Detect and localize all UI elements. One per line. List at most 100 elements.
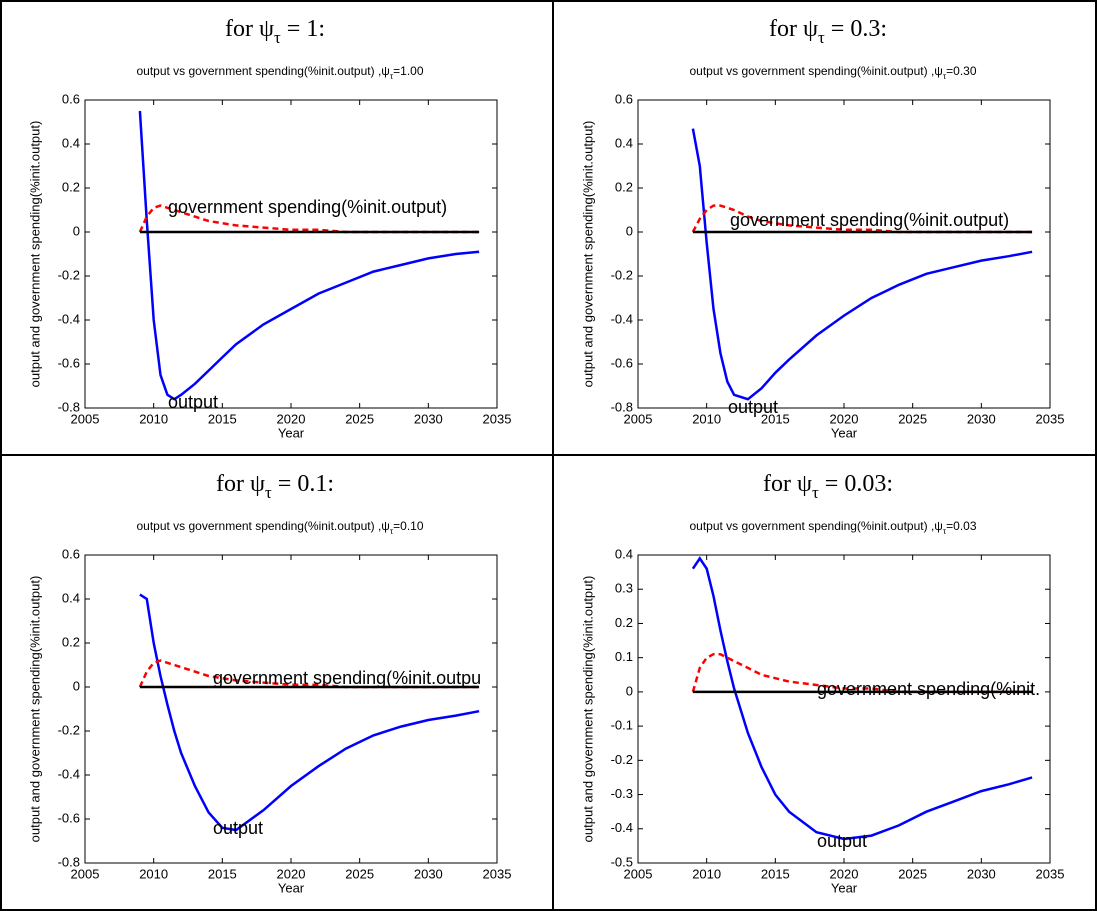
chart-title-part: =0.03 bbox=[946, 519, 977, 533]
y-tick-label: -0.2 bbox=[611, 267, 633, 282]
x-tick-label: 2030 bbox=[967, 866, 996, 881]
y-tick-label: 0.3 bbox=[615, 581, 633, 596]
chart-title: output vs government spending(%init.outp… bbox=[689, 519, 976, 536]
x-tick-label: 2025 bbox=[345, 411, 374, 426]
y-tick-label: -0.4 bbox=[58, 766, 80, 781]
y-tick-label: -0.4 bbox=[611, 311, 633, 326]
y-tick-label: 0.1 bbox=[615, 649, 633, 664]
annotation: government spending(%init.outpu bbox=[213, 668, 481, 688]
panel: for ψτ = 0.3:output vs government spendi… bbox=[580, 16, 1064, 441]
y-axis-label: output and government spending(%init.out… bbox=[27, 576, 42, 843]
annotation: government spending(%init.output) bbox=[730, 210, 1009, 230]
x-tick-label: 2005 bbox=[71, 866, 100, 881]
panel: for ψτ = 0.03: output vs government spend… bbox=[580, 471, 1064, 896]
panel-heading: for ψτ = 0.03: bbox=[763, 471, 893, 503]
y-tick-label: -0.3 bbox=[611, 786, 633, 801]
chart-title-part: τ bbox=[390, 71, 394, 81]
series-line bbox=[138, 110, 480, 401]
y-tick-label: 0.4 bbox=[62, 590, 80, 605]
chart-title-part: τ bbox=[943, 526, 947, 536]
panel-heading-part: for ψ bbox=[216, 471, 265, 497]
x-tick-label: 2025 bbox=[898, 411, 927, 426]
panel: for ψτ = 1:output vs government spending… bbox=[27, 16, 511, 441]
x-tick-label: 2020 bbox=[277, 866, 306, 881]
chart-title-part: output vs government spending(%init.outp… bbox=[689, 519, 942, 533]
panel-heading-part: = 0.1: bbox=[272, 471, 334, 497]
x-tick-label: 2005 bbox=[624, 411, 653, 426]
y-tick-label: 0.6 bbox=[62, 91, 80, 106]
panel-heading-part: τ bbox=[265, 483, 272, 502]
x-axis-label: Year bbox=[831, 425, 858, 440]
x-tick-label: 2005 bbox=[71, 411, 100, 426]
series-line bbox=[139, 593, 480, 832]
panel-heading-part: τ bbox=[818, 28, 825, 47]
x-tick-label: 2015 bbox=[761, 411, 790, 426]
panel-heading-part: = 0.3: bbox=[825, 16, 887, 42]
y-tick-label: -0.1 bbox=[611, 718, 633, 733]
panel-heading: for ψτ = 0.3: bbox=[769, 16, 887, 48]
panel: for ψτ = 0.1:output vs government spendi… bbox=[27, 471, 511, 896]
x-tick-label: 2020 bbox=[830, 866, 859, 881]
chart-title: output vs government spending(%init.outp… bbox=[689, 64, 976, 81]
chart-title-part: =0.10 bbox=[393, 519, 424, 533]
chart-title-part: output vs government spending(%init.outp… bbox=[136, 519, 389, 533]
y-tick-label: -0.2 bbox=[58, 267, 80, 282]
x-tick-label: 2035 bbox=[1036, 866, 1065, 881]
x-tick-label: 2010 bbox=[692, 411, 721, 426]
y-tick-label: 0.2 bbox=[615, 179, 633, 194]
y-tick-label: -0.2 bbox=[58, 722, 80, 737]
chart-title-part: output vs government spending(%init.outp… bbox=[689, 64, 942, 78]
y-tick-label: -0.5 bbox=[611, 854, 633, 869]
y-tick-label: -0.4 bbox=[611, 820, 633, 835]
y-tick-label: 0.4 bbox=[615, 135, 633, 150]
y-tick-label: -0.8 bbox=[58, 854, 80, 869]
x-tick-label: 2015 bbox=[761, 866, 790, 881]
y-tick-label: 0.2 bbox=[62, 179, 80, 194]
x-tick-label: 2005 bbox=[624, 866, 653, 881]
series-line bbox=[691, 556, 1033, 841]
annotation: output bbox=[168, 392, 218, 412]
y-axis-label: output and government spending(%init.out… bbox=[580, 576, 595, 843]
y-tick-label: 0 bbox=[626, 223, 633, 238]
annotation: output bbox=[728, 397, 778, 417]
x-tick-label: 2020 bbox=[830, 411, 859, 426]
chart-title-part: τ bbox=[943, 71, 947, 81]
y-tick-label: -0.6 bbox=[611, 355, 633, 370]
x-tick-label: 2025 bbox=[898, 866, 927, 881]
x-tick-label: 2035 bbox=[483, 411, 512, 426]
panel-heading-part: for ψ bbox=[769, 16, 818, 42]
series-line bbox=[691, 128, 1033, 401]
x-tick-label: 2030 bbox=[414, 411, 443, 426]
x-axis-label: Year bbox=[278, 425, 305, 440]
x-tick-label: 2010 bbox=[692, 866, 721, 881]
x-tick-label: 2035 bbox=[483, 866, 512, 881]
chart-title-part: output vs government spending(%init.outp… bbox=[136, 64, 389, 78]
y-tick-label: 0.2 bbox=[62, 634, 80, 649]
y-tick-label: -0.6 bbox=[58, 355, 80, 370]
x-tick-label: 2030 bbox=[967, 411, 996, 426]
y-tick-label: 0.4 bbox=[62, 135, 80, 150]
chart-title: output vs government spending(%init.outp… bbox=[136, 519, 423, 536]
y-tick-label: 0.4 bbox=[615, 546, 633, 561]
chart-title-part: τ bbox=[390, 526, 394, 536]
panel-heading: for ψτ = 0.1: bbox=[216, 471, 334, 503]
x-tick-label: 2025 bbox=[345, 866, 374, 881]
x-tick-label: 2015 bbox=[208, 866, 237, 881]
plot-frame bbox=[84, 554, 498, 864]
plot-frame bbox=[637, 554, 1051, 864]
x-tick-label: 2010 bbox=[139, 411, 168, 426]
x-axis-label: Year bbox=[278, 880, 305, 895]
y-tick-label: -0.4 bbox=[58, 311, 80, 326]
panel-heading-part: = 0.03: bbox=[819, 471, 893, 497]
y-axis-label: output and government spending(%init.out… bbox=[27, 121, 42, 388]
y-axis-label: output and government spending(%init.out… bbox=[580, 121, 595, 388]
chart-title-part: =0.30 bbox=[946, 64, 977, 78]
x-tick-label: 2030 bbox=[414, 866, 443, 881]
chart-title: output vs government spending(%init.outp… bbox=[136, 64, 423, 81]
y-tick-label: 0 bbox=[626, 683, 633, 698]
y-tick-label: 0 bbox=[73, 678, 80, 693]
chart-title-part: =1.00 bbox=[393, 64, 424, 78]
y-tick-label: 0 bbox=[73, 223, 80, 238]
x-tick-label: 2010 bbox=[139, 866, 168, 881]
